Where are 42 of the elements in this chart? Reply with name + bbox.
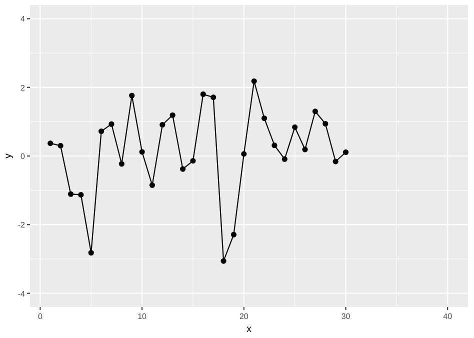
- y-tick-label: -4: [18, 289, 26, 298]
- point: [190, 158, 196, 164]
- point: [332, 158, 338, 164]
- point: [322, 120, 328, 127]
- point: [230, 232, 237, 238]
- point: [58, 142, 64, 149]
- y-tick-label: -2: [18, 220, 26, 230]
- y-axis-title: y: [3, 154, 14, 158]
- y-tick-label: 4: [20, 14, 26, 24]
- point: [88, 250, 94, 256]
- point: [200, 91, 206, 98]
- x-tick-label: 0: [38, 312, 43, 321]
- point: [210, 94, 216, 100]
- point: [282, 156, 288, 162]
- x-axis-title: x: [246, 324, 252, 335]
- x-tick-label: 20: [239, 312, 249, 321]
- point: [312, 108, 318, 114]
- point: [251, 78, 257, 84]
- point: [302, 146, 308, 152]
- y-tick-label: 0: [20, 152, 26, 161]
- point: [261, 115, 268, 122]
- point: [68, 191, 74, 197]
- point: [139, 149, 145, 155]
- point: [342, 149, 349, 156]
- x-tick-label: 40: [443, 312, 453, 321]
- point: [149, 182, 156, 188]
- y-tick-label: 2: [20, 83, 26, 92]
- point: [220, 258, 226, 264]
- point: [78, 192, 84, 198]
- point: [108, 121, 114, 127]
- point: [160, 122, 166, 128]
- point: [272, 142, 278, 148]
- point: [118, 161, 124, 167]
- point: [48, 140, 54, 146]
- x-tick-label: 10: [138, 312, 148, 321]
- point: [292, 124, 298, 130]
- point: [180, 166, 186, 172]
- x-tick-label: 30: [341, 312, 351, 321]
- point: [129, 92, 135, 98]
- point: [170, 112, 176, 118]
- point: [98, 128, 104, 134]
- point: [241, 151, 247, 157]
